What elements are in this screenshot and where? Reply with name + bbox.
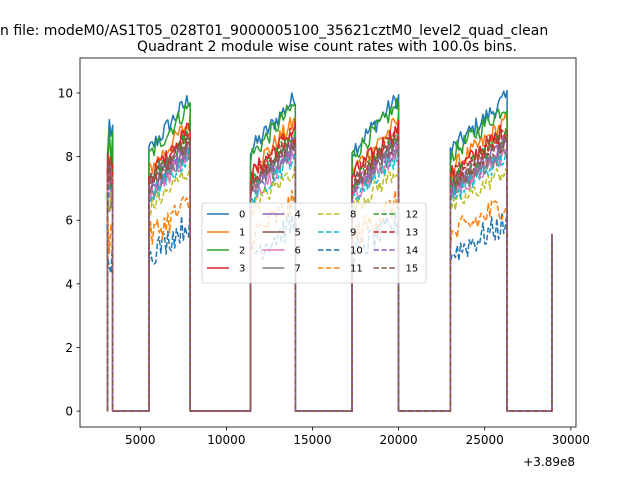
y-tick-label: 4 <box>65 277 73 291</box>
series-line-15 <box>106 133 553 412</box>
axes-frame <box>79 57 577 428</box>
x-tick-label: 25000 <box>466 433 504 447</box>
x-tick-label: 5000 <box>125 433 156 447</box>
x-tick-label: 10000 <box>207 433 245 447</box>
y-tick-label: 2 <box>65 341 73 355</box>
legend-label: 13 <box>406 228 419 239</box>
legend-label: 9 <box>350 228 356 239</box>
legend-label: 6 <box>295 246 301 257</box>
legend-label: 3 <box>239 264 245 275</box>
series-line-10 <box>106 209 553 412</box>
legend-label: 5 <box>295 228 301 239</box>
x-tick-label: 20000 <box>380 433 418 447</box>
legend-label: 2 <box>239 246 245 257</box>
legend-label: 1 <box>239 228 245 239</box>
series-line-0 <box>106 89 553 412</box>
figure-suptitle: n file: modeM0/AS1T05_028T01_9000005100_… <box>0 23 548 39</box>
x-tick-label: 15000 <box>293 433 331 447</box>
x-offset-text: +3.89e8 <box>523 455 575 469</box>
legend-label: 11 <box>350 264 363 275</box>
x-tick-label: 30000 <box>552 433 590 447</box>
legend-label: 4 <box>295 210 301 221</box>
legend-label: 10 <box>350 246 363 257</box>
series-line-2 <box>106 97 553 412</box>
legend-label: 15 <box>406 264 419 275</box>
legend-label: 14 <box>406 246 419 257</box>
y-tick-label: 10 <box>58 86 73 100</box>
y-tick-label: 0 <box>65 405 73 419</box>
legend-label: 7 <box>295 264 301 275</box>
legend-label: 8 <box>350 210 356 221</box>
legend-label: 12 <box>406 210 419 221</box>
y-tick-label: 8 <box>65 150 73 164</box>
series-line-9 <box>106 145 553 412</box>
y-tick-label: 6 <box>65 214 73 228</box>
chart-title: Quadrant 2 module wise count rates with … <box>137 39 517 55</box>
legend-label: 0 <box>239 210 245 221</box>
legend-box <box>201 202 427 284</box>
